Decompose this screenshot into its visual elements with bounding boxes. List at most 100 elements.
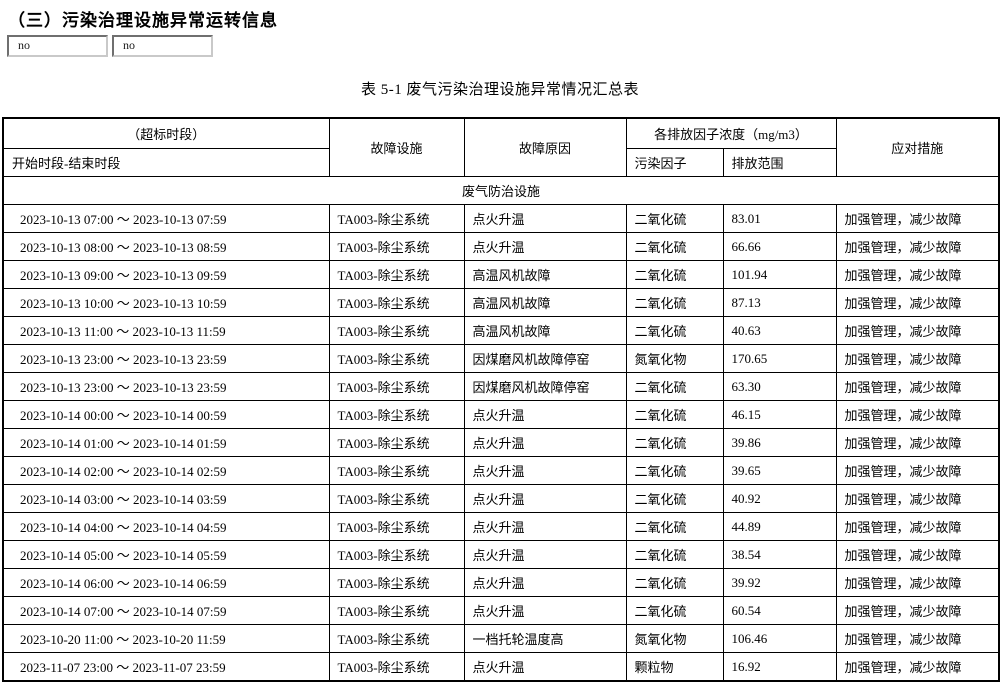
cell-reason: 因煤磨风机故障停窑: [463, 372, 627, 401]
cell-measure: 加强管理，减少故障: [835, 344, 1000, 373]
cell-facility: TA003-除尘系统: [328, 232, 465, 261]
table-row: 2023-10-20 11:00 ～ 2023-10-20 11:59 TA00…: [2, 624, 1000, 653]
cell-measure: 加强管理，减少故障: [835, 428, 1000, 457]
section-label: 废气防治设施: [2, 176, 1000, 205]
table-row: 2023-10-14 04:00 ～ 2023-10-14 04:59 TA00…: [2, 512, 1000, 541]
cell-measure: 加强管理，减少故障: [835, 316, 1000, 345]
cell-facility: TA003-除尘系统: [328, 428, 465, 457]
cell-range-value: 39.65: [722, 456, 837, 485]
cell-reason: 点火升温: [463, 204, 627, 233]
cell-range-value: 83.01: [722, 204, 837, 233]
cell-measure: 加强管理，减少故障: [835, 540, 1000, 569]
cell-measure: 加强管理，减少故障: [835, 288, 1000, 317]
header-row-2: 开始时段-结束时段 污染因子 排放范围: [2, 148, 999, 177]
cell-pollutant: 二氧化硫: [625, 596, 724, 625]
cell-pollutant: 二氧化硫: [625, 260, 724, 289]
cell-period: 2023-10-13 09:00 ～ 2023-10-13 09:59: [2, 260, 330, 289]
cell-period: 2023-10-14 04:00 ～ 2023-10-14 04:59: [2, 512, 330, 541]
cell-reason: 点火升温: [463, 568, 627, 597]
cell-range-value: 170.65: [722, 344, 837, 373]
cell-range-value: 63.30: [722, 372, 837, 401]
cell-reason: 高温风机故障: [463, 316, 627, 345]
header-range: 排放范围: [722, 148, 837, 177]
cell-pollutant: 二氧化硫: [625, 232, 724, 261]
cell-pollutant: 二氧化硫: [625, 204, 724, 233]
cell-reason: 点火升温: [463, 484, 627, 513]
cell-reason: 高温风机故障: [463, 288, 627, 317]
cell-reason: 高温风机故障: [463, 260, 627, 289]
cell-range-value: 40.63: [722, 316, 837, 345]
table-row: 2023-10-14 00:00 ～ 2023-10-14 00:59 TA00…: [2, 400, 1000, 429]
table-row: 2023-10-14 06:00 ～ 2023-10-14 06:59 TA00…: [2, 568, 1000, 597]
table-row: 2023-10-13 11:00 ～ 2023-10-13 11:59 TA00…: [2, 316, 1000, 345]
header-facility: 故障设施: [328, 117, 465, 177]
cell-reason: 点火升温: [463, 512, 627, 541]
cell-range-value: 39.86: [722, 428, 837, 457]
cell-reason: 点火升温: [463, 232, 627, 261]
cell-period: 2023-10-13 11:00 ～ 2023-10-13 11:59: [2, 316, 330, 345]
cell-pollutant: 氮氧化物: [625, 344, 724, 373]
section-heading: （三）污染治理设施异常运转信息: [8, 11, 278, 30]
cell-measure: 加强管理，减少故障: [835, 568, 1000, 597]
cell-measure: 加强管理，减少故障: [835, 456, 1000, 485]
cell-facility: TA003-除尘系统: [328, 540, 465, 569]
cell-facility: TA003-除尘系统: [328, 484, 465, 513]
cell-reason: 点火升温: [463, 540, 627, 569]
cell-facility: TA003-除尘系统: [328, 260, 465, 289]
cell-period: 2023-10-14 02:00 ～ 2023-10-14 02:59: [2, 456, 330, 485]
cell-reason: 点火升温: [463, 428, 627, 457]
table-row: 2023-10-13 07:00 ～ 2023-10-13 07:59 TA00…: [2, 204, 1000, 233]
cell-range-value: 40.92: [722, 484, 837, 513]
cell-range-value: 87.13: [722, 288, 837, 317]
cell-period: 2023-10-13 07:00 ～ 2023-10-13 07:59: [2, 204, 330, 233]
cell-pollutant: 二氧化硫: [625, 540, 724, 569]
cell-range-value: 106.46: [722, 624, 837, 653]
cell-range-value: 44.89: [722, 512, 837, 541]
header-period-group: （超标时段）: [2, 117, 330, 149]
cell-range-value: 101.94: [722, 260, 837, 289]
cell-measure: 加强管理，减少故障: [835, 596, 1000, 625]
cell-facility: TA003-除尘系统: [328, 456, 465, 485]
cell-period: 2023-10-14 03:00 ～ 2023-10-14 03:59: [2, 484, 330, 513]
table-row: 2023-10-13 23:00 ～ 2023-10-13 23:59 TA00…: [2, 344, 1000, 373]
table-row: 2023-10-14 02:00 ～ 2023-10-14 02:59 TA00…: [2, 456, 1000, 485]
cell-facility: TA003-除尘系统: [328, 344, 465, 373]
header-concentration-group: 各排放因子浓度（mg/m3）: [625, 117, 837, 149]
cell-facility: TA003-除尘系统: [328, 512, 465, 541]
header-measures: 应对措施: [835, 117, 1000, 177]
header-row-1: （超标时段） 故障设施 故障原因 各排放因子浓度（mg/m3） 应对措施: [2, 117, 1000, 177]
cell-reason: 点火升温: [463, 456, 627, 485]
cell-range-value: 39.92: [722, 568, 837, 597]
cell-facility: TA003-除尘系统: [328, 624, 465, 653]
table-row: 2023-10-14 07:00 ～ 2023-10-14 07:59 TA00…: [2, 596, 1000, 625]
table-row: 2023-10-14 03:00 ～ 2023-10-14 03:59 TA00…: [2, 484, 1000, 513]
cell-facility: TA003-除尘系统: [328, 568, 465, 597]
status-input-1[interactable]: no: [7, 35, 108, 57]
cell-period: 2023-10-20 11:00 ～ 2023-10-20 11:59: [2, 624, 330, 653]
cell-pollutant: 二氧化硫: [625, 428, 724, 457]
cell-measure: 加强管理，减少故障: [835, 400, 1000, 429]
table-row: 2023-10-13 10:00 ～ 2023-10-13 10:59 TA00…: [2, 288, 1000, 317]
status-input-2[interactable]: no: [112, 35, 213, 57]
cell-facility: TA003-除尘系统: [328, 288, 465, 317]
header-period-sub: 开始时段-结束时段: [2, 148, 330, 177]
cell-facility: TA003-除尘系统: [328, 652, 465, 682]
table-header: （超标时段） 故障设施 故障原因 各排放因子浓度（mg/m3） 应对措施 开始时…: [2, 117, 1000, 177]
table-row: 2023-10-14 05:00 ～ 2023-10-14 05:59 TA00…: [2, 540, 1000, 569]
cell-pollutant: 二氧化硫: [625, 288, 724, 317]
cell-pollutant: 二氧化硫: [625, 456, 724, 485]
cell-range-value: 60.54: [722, 596, 837, 625]
table-row: 2023-10-14 01:00 ～ 2023-10-14 01:59 TA00…: [2, 428, 1000, 457]
cell-period: 2023-10-14 05:00 ～ 2023-10-14 05:59: [2, 540, 330, 569]
cell-period: 2023-10-13 08:00 ～ 2023-10-13 08:59: [2, 232, 330, 261]
cell-reason: 因煤磨风机故障停窑: [463, 344, 627, 373]
cell-reason: 一档托轮温度高: [463, 624, 627, 653]
table-body: 废气防治设施 2023-10-13 07:00 ～ 2023-10-13 07:…: [2, 176, 1000, 682]
filter-inputs-row: no no: [7, 35, 1000, 57]
cell-range-value: 16.92: [722, 652, 837, 682]
table-row: 2023-10-13 23:00 ～ 2023-10-13 23:59 TA00…: [2, 372, 1000, 401]
cell-measure: 加强管理，减少故障: [835, 232, 1000, 261]
cell-measure: 加强管理，减少故障: [835, 484, 1000, 513]
abnormal-operations-table: （超标时段） 故障设施 故障原因 各排放因子浓度（mg/m3） 应对措施 开始时…: [2, 117, 1000, 682]
cell-facility: TA003-除尘系统: [328, 316, 465, 345]
